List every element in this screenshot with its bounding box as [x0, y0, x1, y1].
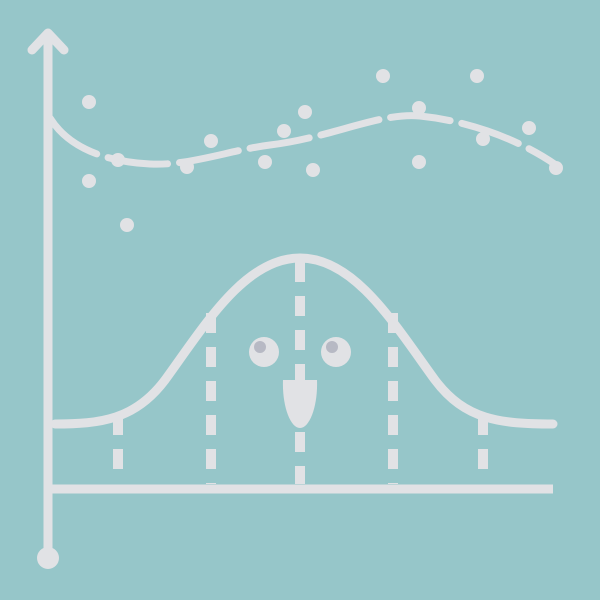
- bell-curve: [50, 253, 558, 429]
- scatter-point: [82, 174, 96, 188]
- smiling-face-icon: [249, 337, 351, 428]
- right-pupil: [326, 341, 338, 353]
- left-eye: [249, 337, 279, 367]
- axis-origin-dot: [37, 547, 59, 569]
- left-pupil: [254, 341, 266, 353]
- arrow-up-icon: [27, 28, 69, 55]
- scatter-point: [180, 160, 194, 174]
- scatter-point: [258, 155, 272, 169]
- scatter-point: [522, 121, 536, 135]
- bell-dashed-lines: [113, 262, 488, 484]
- scatter-point: [120, 218, 134, 232]
- scatter-point: [82, 95, 96, 109]
- scatter-point: [111, 153, 125, 167]
- mouth: [282, 380, 318, 428]
- scatter-point: [376, 69, 390, 83]
- right-eye: [321, 337, 351, 367]
- scatter-point: [298, 105, 312, 119]
- scatter-point: [470, 69, 484, 83]
- scatter-point: [204, 134, 218, 148]
- scatter-point: [476, 132, 490, 146]
- scatter-points: [82, 69, 563, 232]
- scatter-point: [277, 124, 291, 138]
- scatter-point: [549, 161, 563, 175]
- scatter-point: [306, 163, 320, 177]
- scatter-point: [412, 155, 426, 169]
- scatter-point: [412, 101, 426, 115]
- axes: [27, 28, 553, 561]
